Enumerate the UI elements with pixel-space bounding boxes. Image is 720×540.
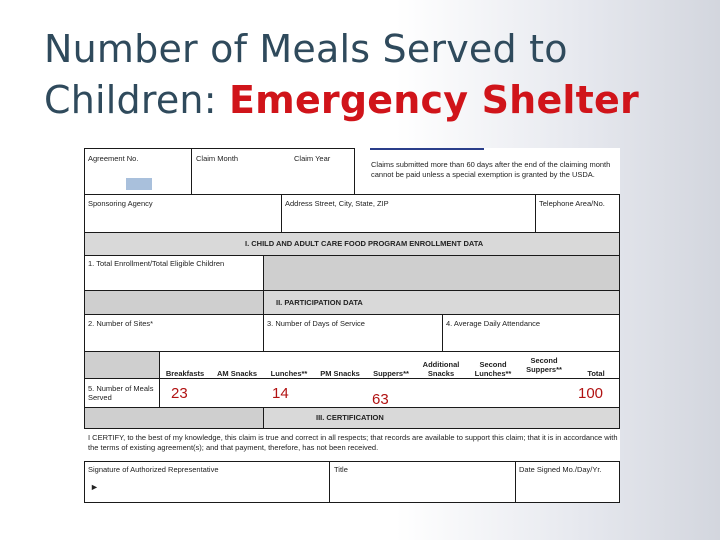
section-1-title: I. CHILD AND ADULT CARE FOOD PROGRAM ENR… [84,232,620,256]
claim-month-label: Claim Month [196,154,239,163]
title-line-1: Number of Meals Served to [44,27,568,71]
signature-label: Signature of Authorized Representative [88,465,219,474]
agreement-no-highlight [126,178,152,190]
claim-form-image: Agreement No. Claim Month Claim Year Cla… [84,148,620,503]
breakfasts-value: 23 [171,385,188,402]
col-suppers: Suppers** [373,369,409,378]
signature-cell [84,461,330,503]
claims-note-rule [370,148,484,150]
address-label: Address Street, City, State, ZIP [285,199,389,208]
suppers-value: 63 [372,391,389,408]
address-cell [281,194,536,233]
col-additional-snacks: Additional Snacks [422,360,460,378]
slide-title: Number of Meals Served to Children: Emer… [44,24,704,126]
sponsoring-agency-label: Sponsoring Agency [88,199,153,208]
title-line-2-prefix: Children: [44,78,229,122]
enrollment-shaded [263,255,620,291]
lunches-value: 14 [272,385,289,402]
agreement-no-label: Agreement No. [88,154,139,163]
signature-arrow-icon: ► [90,482,99,492]
total-value: 100 [578,385,604,402]
col-lunches: Lunches** [270,369,308,378]
telephone-label: Telephone Area/No. [539,199,605,208]
meals-values-row [159,378,620,408]
col-am-snacks: AM Snacks [216,369,258,378]
claims-note: Claims submitted more than 60 days after… [371,160,611,179]
date-signed-cell [515,461,620,503]
section-2-shade-left [84,290,264,315]
attendance-label: 4. Average Daily Attendance [446,319,541,328]
enrollment-label: 1. Total Enrollment/Total Eligible Child… [88,259,225,268]
meals-header-shade [84,351,160,379]
days-label: 3. Number of Days of Service [267,319,365,328]
col-pm-snacks: PM Snacks [320,369,360,378]
section-2-title: II. PARTICIPATION DATA [263,290,620,315]
attendance-cell [442,314,620,352]
col-second-lunches: Second Lunches** [474,360,512,378]
col-second-suppers: Second Suppers** [526,356,562,374]
title-field-cell [329,461,516,503]
section-3-shade-left [84,407,264,429]
title-accent: Emergency Shelter [229,78,639,122]
days-cell [263,314,443,352]
title-field-label: Title [334,465,348,474]
enrollment-cell [84,255,264,291]
certify-statement: I CERTIFY, to the best of my knowledge, … [88,433,618,452]
claim-month-cell [191,148,355,195]
date-signed-label: Date Signed Mo./Day/Yr. [519,465,602,474]
section-3-title: III. CERTIFICATION [263,407,620,429]
claim-year-label: Claim Year [294,154,331,163]
col-total: Total [587,369,605,378]
col-breakfasts: Breakfasts [165,369,205,378]
sites-cell [84,314,264,352]
meals-served-label: 5. Number of Meals Served [88,384,154,402]
sites-label: 2. Number of Sites* [88,319,154,328]
